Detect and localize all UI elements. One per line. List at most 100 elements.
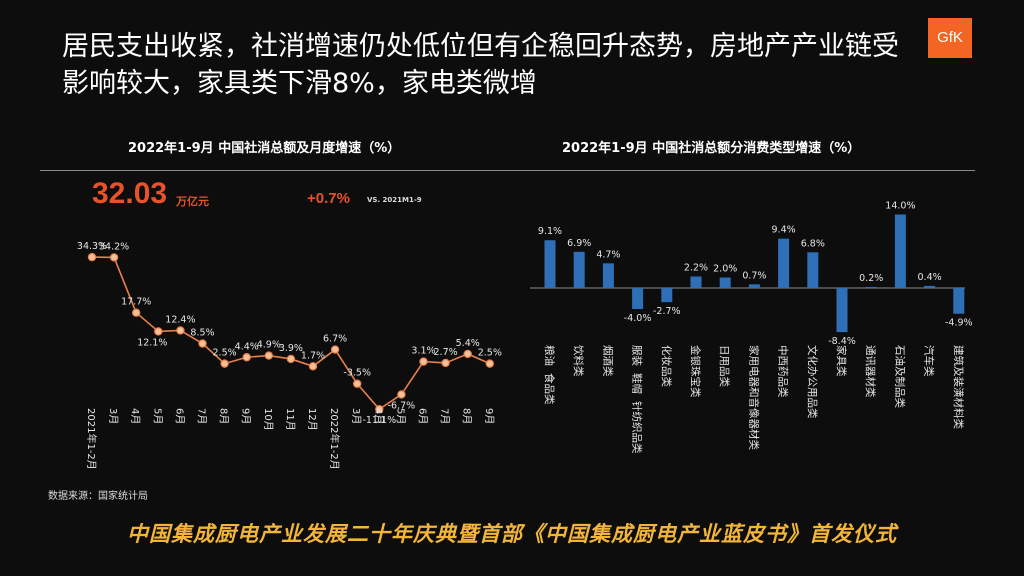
- month-tick-label: 10月: [262, 408, 274, 431]
- monthly-growth-line-chart: 34.3% 2021年1-2月 34.2% 3月 17.7% 4月 12.1% 5月 12.4%…: [77, 241, 502, 470]
- growth-point: [485, 359, 494, 368]
- category-bar: [748, 284, 760, 288]
- category-bar: [573, 251, 585, 288]
- month-tick-label: 9月: [240, 408, 252, 424]
- growth-data-label: 2.7%: [434, 347, 458, 358]
- growth-point: [198, 339, 207, 348]
- category-bar: [778, 238, 790, 288]
- growth-point: [463, 349, 472, 359]
- category-tick-label: 鞋帽: [631, 373, 644, 394]
- category-tick-label: 文化办公用品类: [806, 345, 819, 419]
- category-tick-label: 石油及制品类: [893, 345, 906, 408]
- growth-point: [220, 359, 229, 368]
- category-bar: [894, 214, 906, 288]
- growth-point: [330, 345, 340, 354]
- category-tick-label: 食品类: [543, 373, 556, 405]
- category-tick-label: 化妆品类: [660, 345, 673, 387]
- growth-data-label: 6.7%: [323, 334, 347, 345]
- growth-data-label: 12.4%: [165, 314, 195, 325]
- growth-data-label: -3.5%: [343, 368, 371, 379]
- category-tick-label: 家用电器和音像器材类: [747, 345, 760, 450]
- category-tick-label: 日用品类: [718, 345, 731, 387]
- growth-point: [242, 353, 251, 362]
- category-data-label: 2.2%: [684, 262, 708, 273]
- month-tick-label: 9月: [483, 408, 495, 424]
- category-bar: [865, 286, 877, 288]
- category-data-label: -4.0%: [624, 313, 652, 324]
- month-tick-label: 2022年1-2月: [328, 408, 341, 470]
- growth-data-label: 4.4%: [235, 341, 259, 352]
- growth-data-label: 2.5%: [213, 348, 237, 359]
- category-tick-label: 粮油: [543, 345, 556, 366]
- title-divider: [40, 170, 975, 171]
- category-data-label: 4.7%: [596, 249, 620, 260]
- month-tick-label: 6月: [173, 408, 185, 424]
- growth-data-label: 17.7%: [121, 297, 151, 308]
- data-source: 数据来源：国家统计局: [48, 491, 148, 502]
- category-tick-label: 服装: [631, 345, 644, 366]
- category-data-label: -2.7%: [653, 306, 681, 317]
- category-bar: [544, 240, 556, 288]
- month-tick-label: 5月: [394, 408, 406, 424]
- kpi-total-value: 32.03: [92, 177, 168, 210]
- growth-data-label: 2.5%: [478, 348, 502, 359]
- kpi-growth: +0.7%: [307, 190, 350, 207]
- growth-point: [419, 357, 428, 366]
- month-tick-label: 3月: [107, 408, 119, 424]
- category-data-label: 6.9%: [567, 238, 591, 249]
- growth-data-label: 12.1%: [137, 337, 167, 348]
- category-tick-label: 饮料类: [572, 345, 585, 377]
- category-tick-label: 通讯器材类: [864, 345, 877, 398]
- kpi-comparison: VS. 2021M1-9: [367, 196, 422, 204]
- month-tick-label: 4月: [372, 408, 384, 424]
- category-tick-label: 汽车类: [923, 345, 936, 377]
- line-chart-title: 2022年1-9月 中国社消总额及月度增速（%）: [128, 141, 401, 156]
- category-data-label: -4.9%: [945, 318, 973, 329]
- growth-point: [375, 404, 384, 414]
- growth-point: [87, 252, 97, 262]
- category-data-label: 0.4%: [918, 272, 942, 283]
- category-tick-label: 建筑及装潢材料类: [952, 345, 965, 429]
- category-tick-label: 中西药品类: [777, 345, 790, 398]
- category-bar: [719, 277, 731, 288]
- growth-data-label: -11.1%: [362, 415, 396, 426]
- category-data-label: 9.4%: [772, 225, 796, 236]
- growth-point: [286, 354, 296, 364]
- kpi-unit: 万亿元: [176, 195, 209, 208]
- month-tick-label: 8月: [218, 408, 230, 424]
- month-tick-label: 7月: [439, 408, 451, 424]
- category-bar: [807, 252, 819, 288]
- category-bar: [602, 263, 614, 288]
- growth-data-label: 8.5%: [190, 328, 214, 339]
- category-data-label: 6.8%: [801, 238, 825, 249]
- category-data-label: -8.4%: [828, 336, 856, 347]
- growth-data-label: 1.7%: [301, 350, 325, 361]
- growth-point: [353, 379, 362, 388]
- bar-chart-title: 2022年1-9月 中国社消总额分消费类型增速（%）: [562, 141, 861, 156]
- category-bar: [632, 288, 644, 309]
- category-bar: [661, 288, 673, 303]
- category-data-label: 0.7%: [742, 270, 766, 281]
- month-tick-label: 12月: [306, 408, 318, 431]
- category-bar: [924, 285, 936, 288]
- growth-data-label: 34.3%: [77, 241, 107, 252]
- category-tick-label: 家具类: [835, 345, 848, 377]
- event-banner: 中国集成厨电产业发展二十年庆典暨首部《中国集成厨电产业蓝皮书》首发仪式: [127, 522, 897, 546]
- growth-data-label: 3.1%: [411, 346, 435, 357]
- month-tick-label: 2021年1-2月: [85, 408, 98, 470]
- growth-data-label: 5.4%: [456, 338, 480, 349]
- growth-data-label: -6.7%: [388, 400, 416, 411]
- category-tick-label: 烟酒类: [601, 345, 614, 377]
- category-tick-label: 针纺织品类: [631, 401, 644, 454]
- growth-point: [109, 253, 119, 262]
- category-data-label: 14.0%: [885, 201, 915, 212]
- category-bar: [953, 288, 965, 314]
- page-headline: 居民支出收紧，社消增速仍处低位但有企稳回升态势，房地产产业链受影响较大，家具类下…: [62, 31, 899, 99]
- category-data-label: 0.2%: [859, 273, 883, 284]
- month-tick-label: 3月: [350, 408, 362, 424]
- category-bar: [690, 276, 702, 288]
- category-tick-label: 金银珠宝类: [689, 345, 702, 398]
- month-tick-label: 5月: [151, 408, 163, 424]
- month-tick-label: 4月: [129, 408, 141, 424]
